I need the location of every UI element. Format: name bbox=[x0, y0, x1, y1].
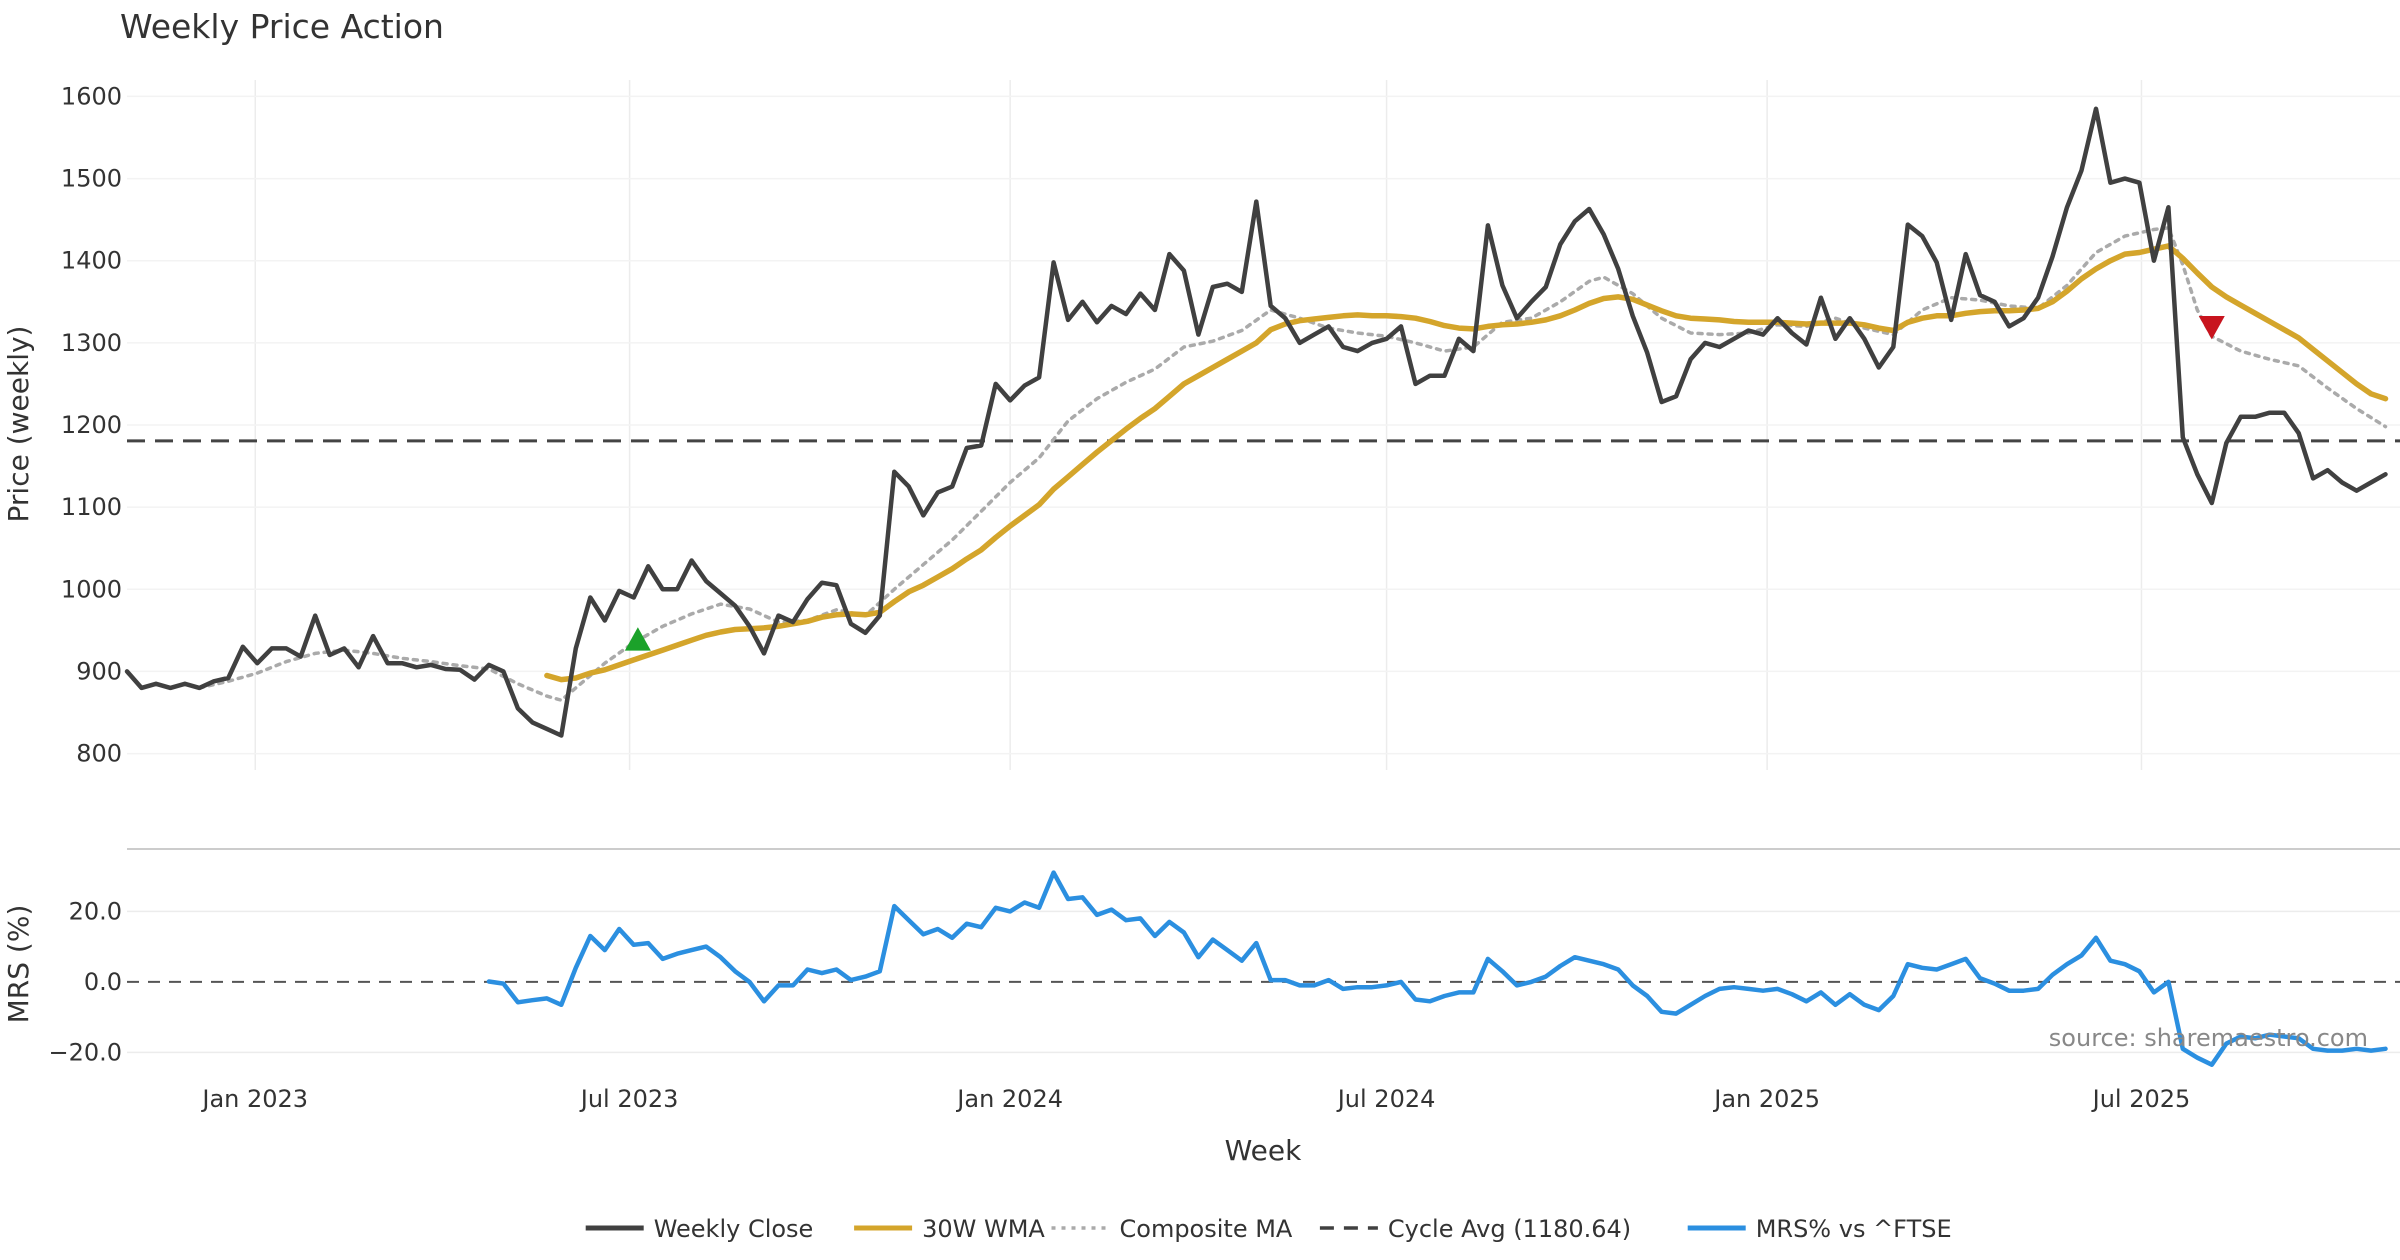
legend-item: 30W WMA bbox=[854, 1215, 1045, 1243]
wma-30w-line bbox=[544, 243, 2389, 683]
price-y-tick-label: 1200 bbox=[61, 411, 122, 439]
mrs-y-tick-label: 20.0 bbox=[69, 897, 122, 925]
legend-label: Cycle Avg (1180.64) bbox=[1388, 1215, 1631, 1243]
x-tick-label: Jul 2024 bbox=[1336, 1085, 1436, 1113]
x-tick-labels: Jan 2023 Jul 2023 Jan 2024 Jul 2024 Jan 2025… bbox=[200, 1085, 2190, 1113]
price-y-tick-label: 900 bbox=[76, 657, 122, 685]
price-y-tick-label: 1500 bbox=[61, 165, 122, 193]
x-tick-label: Jan 2023 bbox=[200, 1085, 308, 1113]
x-axis-label: Week bbox=[1225, 1134, 1302, 1167]
source-note: source: sharemaestro.com bbox=[2049, 1024, 2368, 1052]
composite-ma-line bbox=[197, 226, 2388, 702]
x-tick-label: Jul 2025 bbox=[2091, 1085, 2191, 1113]
legend-label: MRS% vs ^FTSE bbox=[1756, 1215, 1952, 1243]
buy-signal-marker bbox=[624, 627, 651, 651]
legend-item: Composite MA bbox=[1051, 1215, 1293, 1243]
x-tick-label: Jan 2024 bbox=[955, 1085, 1063, 1113]
price-y-tick-label: 1600 bbox=[61, 82, 122, 110]
legend: Weekly Close 30W WMA Composite MA Cycle Avg… bbox=[585, 1215, 1952, 1243]
price-y-tick-label: 1100 bbox=[61, 493, 122, 521]
x-tick-label: Jan 2025 bbox=[1712, 1085, 1820, 1113]
x-tick-label: Jul 2023 bbox=[579, 1085, 679, 1113]
mrs-y-tick-label: −20.0 bbox=[48, 1038, 122, 1066]
price-y-tick-label: 1300 bbox=[61, 329, 122, 357]
mrs-y-axis-label: MRS (%) bbox=[2, 905, 35, 1024]
chart-title: Weekly Price Action bbox=[120, 7, 444, 46]
mrs-grid bbox=[127, 910, 2400, 1054]
price-y-tick-label: 800 bbox=[76, 740, 122, 768]
mrs-y-tick-label: 0.0 bbox=[84, 968, 122, 996]
mrs-y-tick-labels: −20.0 0.0 20.0 bbox=[48, 897, 122, 1066]
price-y-tick-label: 1400 bbox=[61, 247, 122, 275]
sell-signal-marker bbox=[2198, 316, 2225, 340]
legend-item: Cycle Avg (1180.64) bbox=[1319, 1215, 1631, 1243]
legend-item: MRS% vs ^FTSE bbox=[1687, 1215, 1952, 1243]
weekly-close-line bbox=[124, 106, 2388, 738]
legend-label: 30W WMA bbox=[922, 1215, 1045, 1243]
signal-markers bbox=[624, 316, 2225, 651]
legend-item: Weekly Close bbox=[585, 1215, 814, 1243]
mrs-series-group bbox=[486, 870, 2388, 1067]
price-series-group bbox=[124, 106, 2400, 738]
price-y-tick-label: 1000 bbox=[61, 575, 122, 603]
price-y-tick-labels: 800 900 1000 1100 1200 1300 1400 1500 1600 bbox=[61, 82, 122, 767]
mrs-line bbox=[486, 870, 2388, 1067]
legend-label: Composite MA bbox=[1120, 1215, 1293, 1243]
price-y-axis-label: Price (weekly) bbox=[2, 326, 35, 523]
legend-label: Weekly Close bbox=[654, 1215, 814, 1243]
